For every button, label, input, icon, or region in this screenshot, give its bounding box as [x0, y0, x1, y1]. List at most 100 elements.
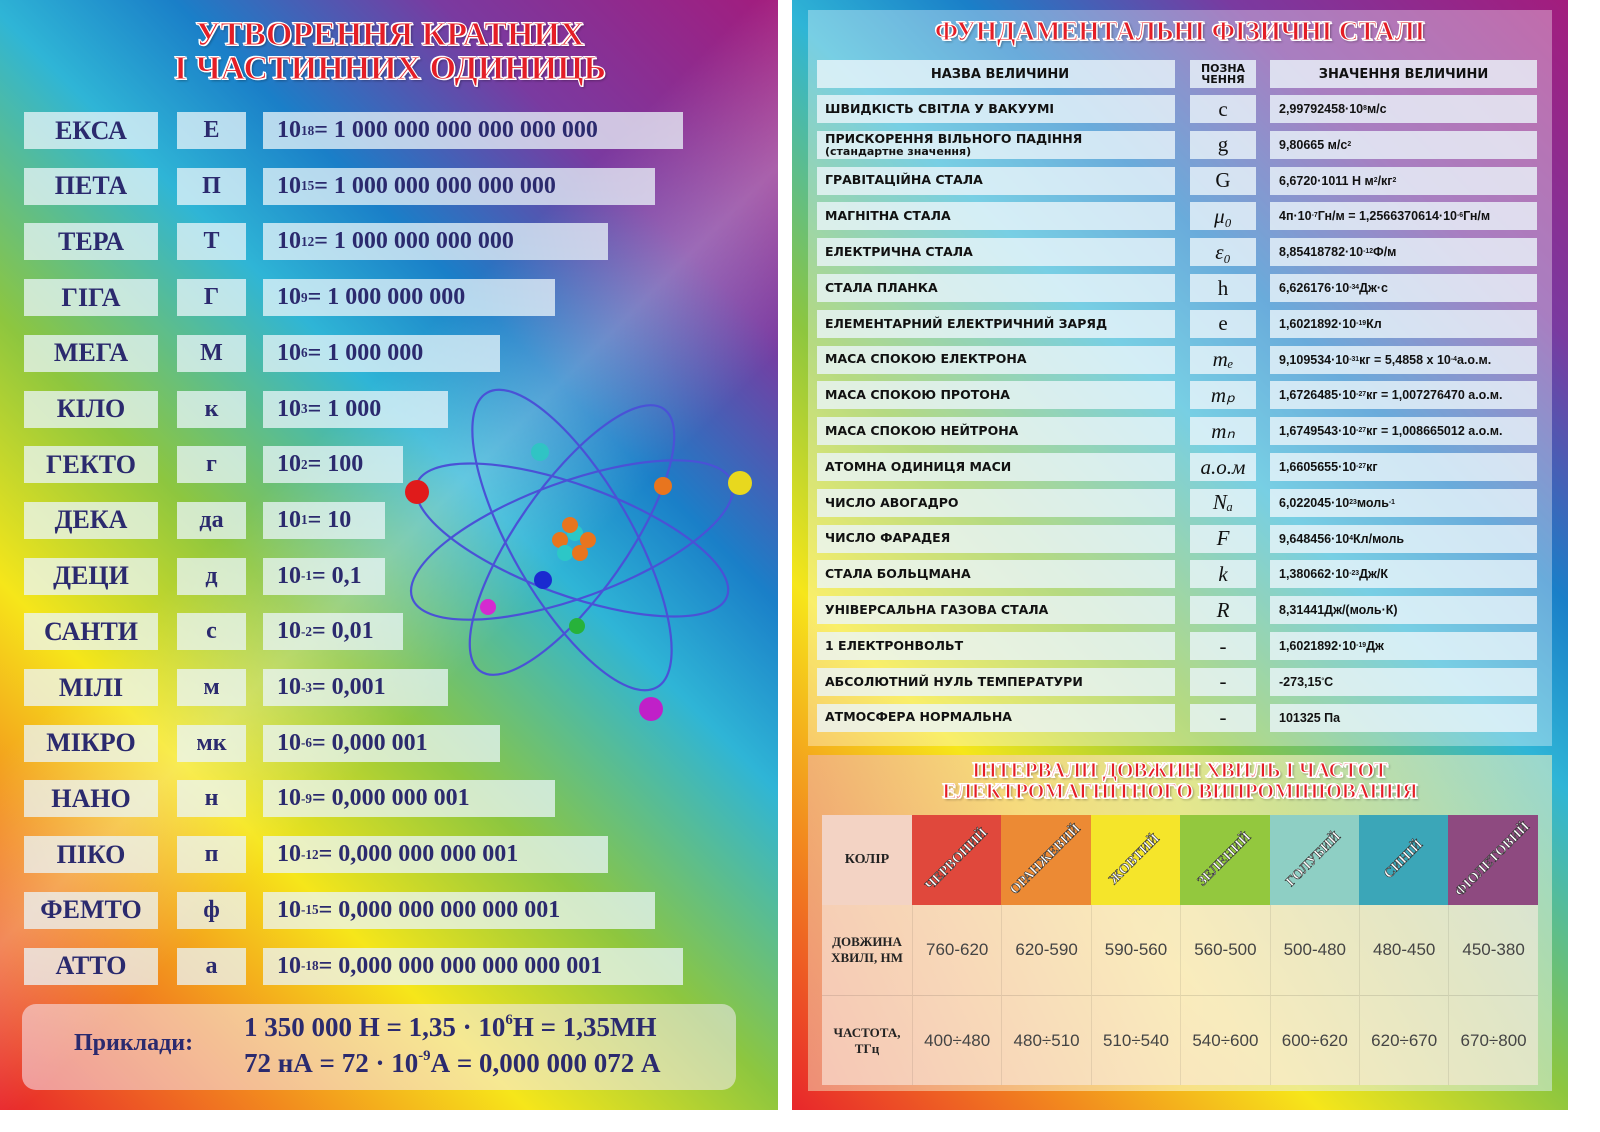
- constant-value: 9,648456·10 4 Кл/моль: [1270, 524, 1537, 553]
- prefix-symbol: м: [177, 669, 246, 706]
- constant-name-text: МАСА СПОКОЮ ЕЛЕКТРОНА: [825, 351, 1027, 367]
- example-exp: -9: [418, 1048, 431, 1065]
- prefix-symbol: П: [177, 167, 246, 205]
- value-text: Гн/м = 1,2566370614·10: [1317, 209, 1457, 224]
- title-line: УТВОРЕННЯ КРАТНИХ: [195, 16, 585, 53]
- decimal-value: = 10: [307, 506, 352, 533]
- frequency-cell: 620÷670: [1359, 995, 1449, 1085]
- constant-name: ЧИСЛО АВОГАДРО: [817, 488, 1175, 517]
- constant-name: ЧИСЛО ФАРАДЕЯ: [817, 524, 1175, 553]
- title-line: ІНТЕРВАЛИ ДОВЖИН ХВИЛЬ І ЧАСТОТ: [972, 758, 1389, 782]
- decimal-value: = 0,000 000 000 001: [318, 841, 519, 868]
- value-text: моль: [1356, 495, 1389, 510]
- color-name: СИНІЙ: [1380, 837, 1426, 883]
- prefix-symbol: Е: [177, 112, 246, 149]
- power-base: 10: [277, 618, 301, 645]
- decimal-value: = 1 000 000 000 000 000 000: [314, 117, 598, 143]
- prefix-name: МІЛІ: [24, 669, 158, 706]
- frequency-cell: 600÷620: [1269, 995, 1359, 1085]
- example-line-1: 1 350 000 Н = 1,35 · 106Н = 1,35МН: [244, 1012, 656, 1043]
- value-text: 6,6720·1011 Н м: [1279, 173, 1374, 188]
- label-text: ДОВЖИНА: [832, 934, 902, 949]
- header-value: ЗНАЧЕННЯ ВЕЛИЧИНИ: [1270, 60, 1537, 88]
- header-text: ЗНАЧЕННЯ ВЕЛИЧИНИ: [1318, 66, 1489, 82]
- constant-value: 9,80665 м/с 2: [1270, 130, 1537, 159]
- prefix-value: 10 -6 = 0,000 001: [263, 724, 500, 762]
- power-base: 10: [277, 729, 301, 756]
- constant-value: 1,6749543·10 -27 кг = 1,008665012 а.о.м.: [1270, 417, 1537, 446]
- constant-value: 6,022045·10 23 моль -1: [1270, 488, 1537, 517]
- value-text: 1,6726485·10: [1279, 388, 1357, 403]
- color-header-1: ЧЕРВОНИЙ: [912, 815, 1002, 905]
- constant-name: АТОМНА ОДИНИЦЯ МАСИ: [817, 453, 1175, 481]
- power-base: 10: [277, 451, 301, 478]
- color-name: ОРАНЖЕВИЙ: [1007, 821, 1084, 898]
- value-text: -273,15: [1279, 674, 1322, 689]
- decimal-value: = 0,001: [312, 674, 386, 700]
- constant-name: АБСОЛЮТНИЙ НУЛЬ ТЕМПЕРАТУРИ: [817, 667, 1175, 696]
- constant-symbol: -: [1190, 632, 1256, 660]
- wavelength-cell: 480-450: [1359, 905, 1449, 995]
- value-text: 4п·10: [1279, 209, 1312, 224]
- constant-value: 101325 Па: [1270, 703, 1537, 732]
- power-base: 10: [277, 952, 301, 979]
- prefix-name: ДЕКА: [24, 501, 158, 539]
- frequency-cell: 510÷540: [1090, 995, 1181, 1085]
- prefix-name: МЕГА: [24, 334, 158, 372]
- wavelength-cell: 450-380: [1448, 905, 1538, 995]
- example-line-2: 72 нА = 72 · 10-9А = 0,000 000 072 А: [244, 1048, 660, 1079]
- wavelength-cell: 760-620: [912, 905, 1002, 995]
- constant-name-text: ШВИДКІСТЬ СВІТЛА У ВАКУУМІ: [825, 100, 1055, 116]
- prefix-symbol: п: [177, 836, 246, 874]
- value-text: 6,626176·10: [1279, 281, 1350, 295]
- color-name: ЗЕЛЕНИЙ: [1194, 829, 1255, 890]
- constant-symbol: R: [1190, 596, 1256, 625]
- constant-symbol: F: [1190, 524, 1256, 553]
- color-header-4: ЗЕЛЕНИЙ: [1180, 815, 1270, 905]
- prefix-symbol: да: [177, 501, 246, 539]
- value-text: 1,6749543·10: [1279, 424, 1357, 439]
- prefix-symbol: Г: [177, 279, 246, 317]
- prefix-symbol: мк: [177, 724, 246, 762]
- value-text: кг = 1,008665012 а.о.м.: [1366, 424, 1503, 439]
- header-text: ПОЗНА: [1200, 62, 1246, 75]
- header-text: НАЗВА ВЕЛИЧИНИ: [930, 66, 1070, 82]
- decimal-value: = 1 000 000: [307, 339, 424, 366]
- color-header-3: ЖОВТИЙ: [1090, 815, 1181, 905]
- constant-symbol: μ₀: [1190, 202, 1256, 231]
- prefix-symbol: д: [177, 557, 246, 595]
- prefix-name: ГЕКТО: [24, 446, 158, 484]
- title-line: І ЧАСТИННИХ ОДИНИЦЬ: [173, 50, 607, 87]
- prefix-value: 10 -15 = 0,000 000 000 000 001: [263, 891, 655, 929]
- frequency-cell: 540÷600: [1180, 995, 1270, 1085]
- value-text: 101325 Па: [1279, 710, 1341, 725]
- frequency-cell: 400÷480: [912, 995, 1002, 1085]
- value-text: 9,80665 м/с: [1279, 137, 1348, 152]
- constant-name: АТМОСФЕРА НОРМАЛЬНА: [817, 703, 1175, 732]
- value-text: Дж: [1366, 639, 1384, 653]
- prefix-name: САНТИ: [24, 613, 158, 651]
- prefix-symbol: ф: [177, 891, 246, 929]
- decimal-value: = 1 000: [307, 395, 382, 422]
- constant-value: 1,380662·10 -23 Дж/К: [1270, 560, 1537, 589]
- header-name: НАЗВА ВЕЛИЧИНИ: [817, 60, 1175, 88]
- prefix-name: МІКРО: [24, 724, 158, 762]
- value-text: 2,99792458·10: [1279, 102, 1364, 116]
- power-base: 10: [277, 172, 301, 199]
- label-text: КОЛІР: [844, 852, 890, 867]
- constant-name-text: СТАЛА БОЛЬЦМАНА: [825, 566, 971, 582]
- prefix-symbol: Т: [177, 223, 246, 261]
- prefix-symbol: а: [177, 947, 246, 985]
- value-text: 1,6021892·10: [1279, 316, 1357, 331]
- decimal-value: = 0,000 000 000 000 000 001: [318, 952, 603, 979]
- constant-value: 6,626176·10 -34 Дж·с: [1270, 274, 1537, 302]
- atom-illustration: [405, 388, 752, 721]
- example-exp: 6: [505, 1012, 513, 1029]
- color-header-2: ОРАНЖЕВИЙ: [1001, 815, 1091, 905]
- example-text: Н = 1,35МН: [512, 1012, 657, 1042]
- value-text: 1,380662·10: [1279, 567, 1350, 582]
- constant-value: 1,6726485·10 -27 кг = 1,007276470 а.о.м.: [1270, 381, 1537, 410]
- power-base: 10: [277, 674, 301, 700]
- wavelength-cell: 590-560: [1090, 905, 1181, 995]
- examples-label: Приклади:: [74, 1030, 194, 1056]
